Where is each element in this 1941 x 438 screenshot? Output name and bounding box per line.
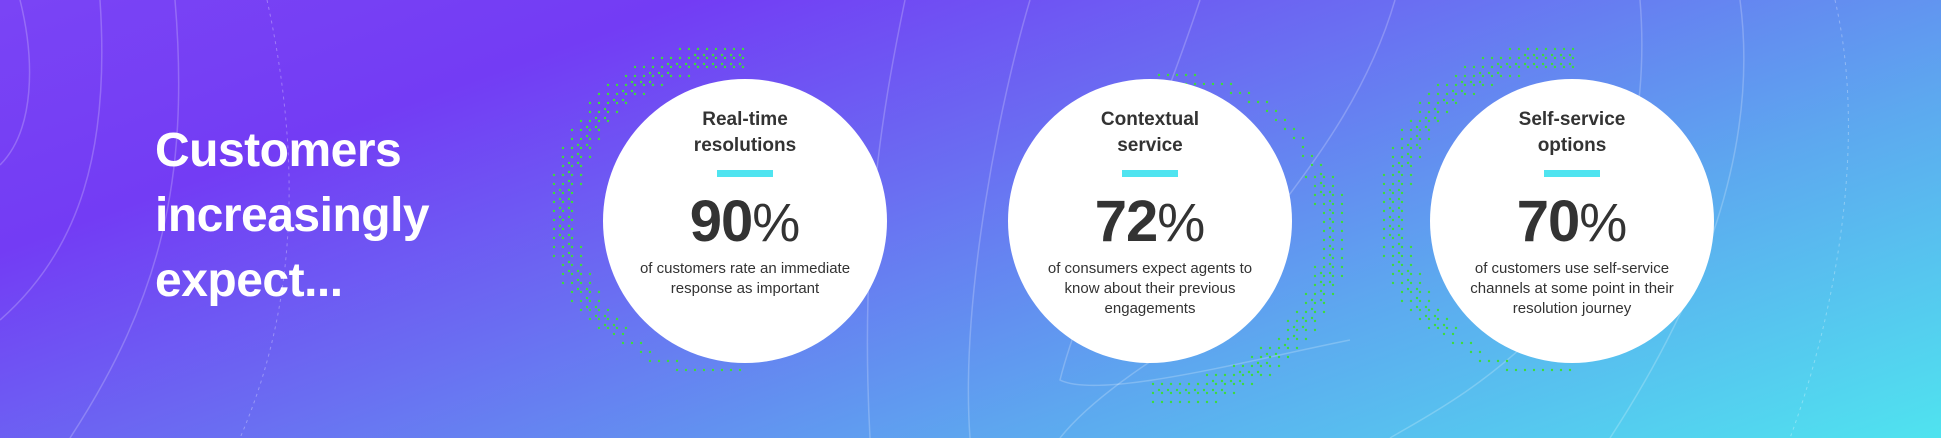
stat-card-real-time-resolutions: Real-time resolutions 90% of customers ra… [603, 79, 887, 363]
stat-value: 72% [1094, 189, 1206, 254]
dot-halo [552, 47, 745, 372]
stat-description: of customers use self-service channels a… [1470, 260, 1674, 317]
stat-value: 90% [689, 189, 801, 254]
accent-bar [1122, 170, 1178, 177]
stat-description: of consumers expect agents to know about… [1047, 260, 1253, 317]
title-line: expect... [155, 254, 343, 307]
page-title: Customers increasingly expect... [155, 118, 430, 313]
title-line: increasingly [155, 189, 430, 242]
stat-card-contextual-service: Contextual service 72% of consumers expec… [1008, 79, 1292, 363]
stat-value: 70% [1516, 189, 1628, 254]
title-line: Customers [155, 124, 402, 177]
stat-card-self-service-options: Self-service options 70% of customers use… [1430, 79, 1714, 363]
card-heading: Contextual service [1100, 109, 1200, 156]
dot-halo [1382, 47, 1575, 372]
stat-description: of customers rate an immediate response … [639, 260, 851, 297]
card-heading: Real-time resolutions [693, 109, 797, 156]
accent-bar [1544, 170, 1600, 177]
accent-bar [717, 170, 773, 177]
card-heading: Self-service options [1518, 109, 1626, 156]
